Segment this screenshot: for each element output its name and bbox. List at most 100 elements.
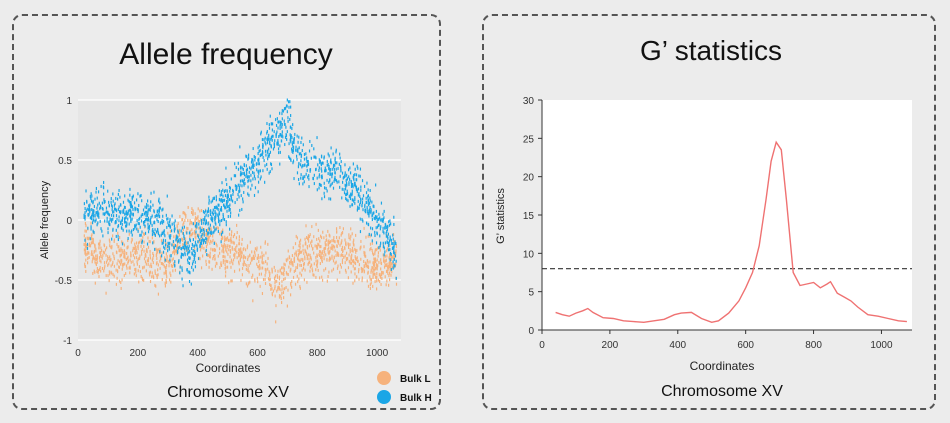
scatter-point <box>135 274 137 278</box>
scatter-point <box>169 260 171 264</box>
scatter-point <box>279 126 281 130</box>
scatter-point <box>332 247 334 251</box>
scatter-point <box>374 252 376 256</box>
scatter-point <box>356 275 358 279</box>
scatter-point <box>148 227 150 231</box>
scatter-point <box>393 246 395 250</box>
scatter-point <box>91 221 94 225</box>
scatter-point <box>394 254 397 258</box>
scatter-point <box>148 224 151 228</box>
scatter-point <box>159 255 162 259</box>
scatter-point <box>371 214 373 218</box>
scatter-point <box>186 268 188 272</box>
scatter-point <box>251 250 253 254</box>
scatter-point <box>299 242 301 246</box>
scatter-point <box>348 175 350 179</box>
scatter-point <box>309 269 311 273</box>
scatter-point <box>100 184 102 188</box>
scatter-point <box>284 263 286 267</box>
scatter-point <box>111 262 114 266</box>
scatter-point <box>158 234 161 238</box>
scatter-point <box>94 219 96 223</box>
scatter-point <box>327 152 329 156</box>
scatter-point <box>242 200 244 204</box>
scatter-point <box>167 244 169 248</box>
scatter-point <box>187 261 189 265</box>
scatter-point <box>306 280 308 284</box>
scatter-point <box>107 211 109 215</box>
scatter-point <box>313 173 315 177</box>
scatter-point <box>270 122 273 126</box>
scatter-point <box>309 139 311 143</box>
scatter-point <box>296 236 298 240</box>
scatter-point <box>151 236 153 240</box>
scatter-point <box>112 260 114 264</box>
scatter-point <box>386 228 389 232</box>
scatter-point <box>374 248 376 252</box>
scatter-point <box>278 282 281 286</box>
scatter-point <box>318 169 320 173</box>
scatter-point <box>229 250 232 254</box>
scatter-point <box>239 258 241 262</box>
scatter-point <box>247 282 249 286</box>
scatter-point <box>256 262 258 266</box>
scatter-point <box>384 226 386 230</box>
scatter-point <box>346 192 349 196</box>
scatter-point <box>202 228 205 232</box>
scatter-point <box>279 133 281 137</box>
scatter-point <box>147 259 150 263</box>
scatter-point <box>243 254 245 258</box>
scatter-point <box>328 233 330 237</box>
scatter-point <box>275 133 277 137</box>
scatter-point <box>219 223 221 227</box>
scatter-point <box>370 233 372 237</box>
scatter-point <box>320 155 323 159</box>
scatter-point <box>262 169 264 173</box>
scatter-point <box>386 265 389 269</box>
scatter-point <box>183 243 185 247</box>
scatter-point <box>352 259 355 263</box>
scatter-point <box>328 246 330 250</box>
scatter-point <box>315 167 317 171</box>
scatter-point <box>366 265 368 269</box>
scatter-point <box>383 246 385 250</box>
x-tick-label: 400 <box>189 348 206 359</box>
scatter-point <box>264 273 266 277</box>
scatter-point <box>301 136 303 140</box>
scatter-point <box>339 225 341 229</box>
scatter-point <box>273 145 275 149</box>
scatter-point <box>279 124 281 128</box>
scatter-point <box>120 219 122 223</box>
scatter-point <box>308 185 310 189</box>
scatter-point <box>331 256 333 260</box>
scatter-point <box>229 238 231 242</box>
scatter-point <box>96 254 98 258</box>
scatter-point <box>346 198 348 202</box>
scatter-point <box>328 239 330 243</box>
scatter-point <box>265 251 267 255</box>
scatter-point <box>225 205 227 209</box>
scatter-point <box>384 250 386 254</box>
scatter-point <box>205 229 208 233</box>
scatter-point <box>103 180 105 184</box>
scatter-point <box>377 254 379 258</box>
allele-frequency-chart: Allele frequency -1-0.500.51 0 200 400 600 8… <box>39 38 432 404</box>
scatter-point <box>232 189 234 193</box>
scatter-point <box>107 263 109 267</box>
scatter-point <box>334 175 336 179</box>
scatter-point <box>176 235 178 239</box>
scatter-point <box>381 276 383 280</box>
scatter-point <box>221 181 223 185</box>
scatter-point <box>165 280 168 284</box>
scatter-point <box>210 232 212 236</box>
scatter-point <box>348 253 350 257</box>
scatter-point <box>163 219 165 223</box>
scatter-point <box>345 193 347 197</box>
scatter-point <box>273 265 275 269</box>
scatter-point <box>84 238 86 242</box>
scatter-point <box>181 252 183 256</box>
scatter-point <box>258 256 260 260</box>
scatter-point <box>83 234 85 238</box>
scatter-point <box>296 149 298 153</box>
scatter-point <box>103 200 105 204</box>
